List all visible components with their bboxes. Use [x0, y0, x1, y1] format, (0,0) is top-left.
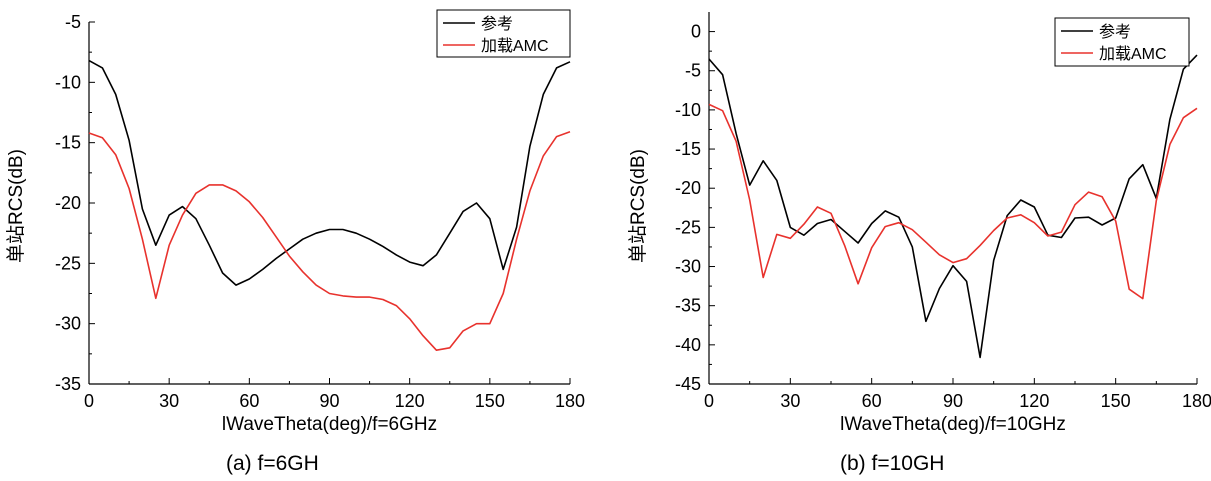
x-tick-label: 0 — [704, 391, 714, 411]
y-tick-label: -45 — [675, 374, 701, 394]
x-tick-label: 120 — [1019, 391, 1049, 411]
x-tick-label: 60 — [862, 391, 882, 411]
x-tick-label: 180 — [555, 391, 585, 411]
y-tick-label: -30 — [675, 257, 701, 277]
y-tick-label: -25 — [55, 253, 81, 273]
x-tick-label: 30 — [159, 391, 179, 411]
y-tick-label: -5 — [65, 12, 81, 32]
x-tick-label: 30 — [780, 391, 800, 411]
x-tick-label: 120 — [395, 391, 425, 411]
y-tick-label: -15 — [675, 139, 701, 159]
series-line-amc — [88, 131, 571, 352]
x-axis-label: lWaveTheta(deg)/f=6GHz — [222, 414, 437, 435]
x-tick-label: 60 — [239, 391, 259, 411]
chart-a: 0 30 60 90 120 150 180 -5 -10 -15 -20 -25 -30 -35 lWav… — [5, 9, 585, 435]
y-tick-label: 0 — [691, 22, 701, 42]
y-tick-label: -10 — [675, 100, 701, 120]
series-line-reference — [708, 54, 1198, 359]
series-line-amc — [708, 103, 1198, 300]
y-axis-label: 单站RCS(dB) — [627, 149, 649, 263]
x-tick-label: 90 — [319, 391, 339, 411]
x-axis-label: lWaveTheta(deg)/f=10GHz — [840, 414, 1066, 435]
x-tick-label: 0 — [84, 391, 94, 411]
caption-a: (a) f=6GH — [226, 452, 319, 475]
series-line-reference — [88, 59, 571, 286]
legend-label: 参考 — [1099, 23, 1131, 41]
y-tick-label: -30 — [55, 314, 81, 334]
x-tick-label: 150 — [475, 391, 505, 411]
y-tick-label: -25 — [675, 217, 701, 237]
y-tick-label: -5 — [685, 61, 701, 81]
y-tick-label: -10 — [55, 72, 81, 92]
x-tick-label: 180 — [1182, 391, 1211, 411]
legend-label: 加载AMC — [481, 37, 549, 55]
x-tick-label: 150 — [1101, 391, 1131, 411]
y-tick-label: -35 — [675, 296, 701, 316]
legend-box — [1054, 17, 1190, 67]
legend-box — [436, 9, 571, 58]
chart-b: 0 30 60 90 120 150 180 0 -5 -10 -15 -20 -25 -30 -35 -40… — [627, 12, 1211, 435]
y-axis-label: 单站RCS(dB) — [5, 149, 27, 263]
y-tick-label: -40 — [675, 335, 701, 355]
y-tick-label: -35 — [55, 374, 81, 394]
x-tick-label: 90 — [943, 391, 963, 411]
legend-label: 加载AMC — [1099, 45, 1167, 63]
caption-b: (b) f=10GH — [840, 452, 945, 475]
y-tick-label: -20 — [675, 178, 701, 198]
legend-label: 参考 — [481, 15, 513, 33]
y-tick-label: -15 — [55, 133, 81, 153]
y-tick-label: -20 — [55, 193, 81, 213]
